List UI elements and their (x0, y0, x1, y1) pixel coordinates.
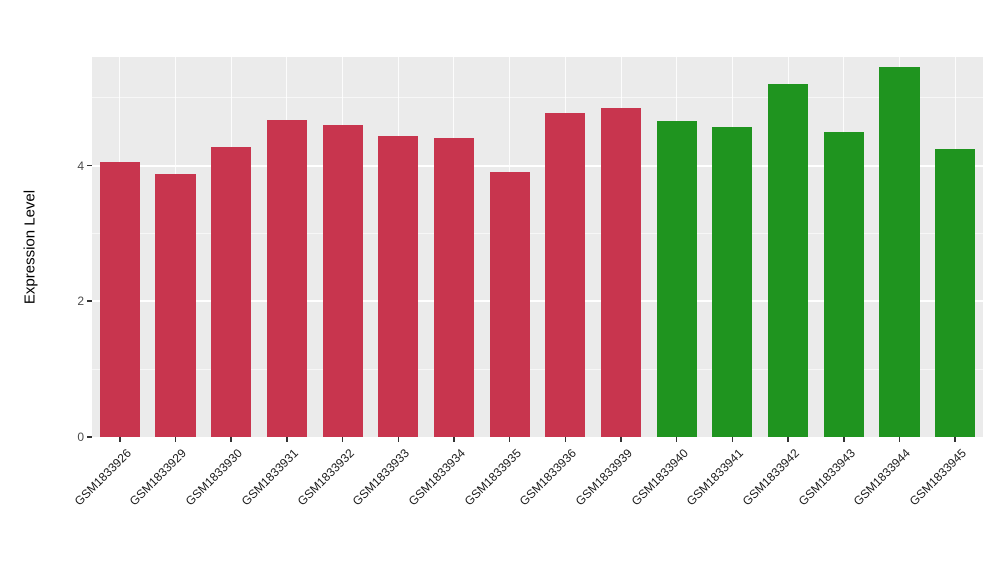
plot-panel (92, 57, 983, 437)
y-axis-title: Expression Level (21, 189, 39, 305)
bar-GSM1833939 (600, 107, 642, 437)
x-tick-label: GSM1833934 (405, 446, 468, 509)
major-gridline (92, 300, 983, 303)
bar-GSM1833940 (656, 121, 697, 437)
minor-gridline (92, 97, 983, 99)
major-gridline (92, 164, 983, 167)
x-tick-label: GSM1833944 (851, 446, 914, 509)
bar-GSM1833936 (545, 112, 586, 437)
x-tick-mark (954, 437, 956, 442)
x-tick-label: GSM1833939 (572, 446, 635, 509)
bar-GSM1833931 (266, 120, 307, 437)
bar-GSM1833935 (489, 172, 530, 437)
y-tick-label: 0 (77, 430, 84, 444)
y-tick-mark (87, 436, 92, 438)
bar-GSM1833926 (99, 162, 140, 437)
x-tick-mark (731, 437, 734, 442)
x-tick-label: GSM1833936 (516, 446, 580, 509)
bar-GSM1833945 (935, 148, 976, 437)
x-tick-label: GSM1833942 (739, 446, 802, 509)
x-tick-mark (843, 437, 845, 442)
bar-GSM1833932 (322, 124, 363, 437)
x-tick-label: GSM1833941 (684, 446, 747, 509)
x-tick-label: GSM1833930 (182, 446, 246, 509)
x-tick-mark (397, 437, 400, 442)
x-tick-mark (174, 437, 177, 442)
x-tick-label: GSM1833926 (71, 446, 134, 509)
bar-GSM1833942 (768, 84, 809, 437)
x-tick-label: GSM1833932 (294, 446, 357, 509)
x-tick-mark (675, 437, 678, 442)
x-tick-mark (620, 437, 622, 442)
x-tick-label: GSM1833929 (127, 446, 190, 509)
x-tick-label: GSM1833933 (349, 446, 413, 509)
x-tick-label: GSM1833931 (238, 446, 301, 509)
y-tick-mark (87, 300, 92, 302)
y-tick-label: 4 (77, 158, 84, 173)
bar-GSM1833941 (712, 126, 753, 437)
x-tick-mark (787, 437, 789, 442)
x-tick-label: GSM1833945 (906, 446, 970, 509)
x-tick-mark (341, 437, 344, 442)
bar-GSM1833934 (433, 138, 474, 437)
x-tick-label: GSM1833935 (461, 446, 524, 509)
x-tick-mark (453, 437, 455, 442)
minor-gridline (92, 232, 983, 234)
x-tick-mark (508, 437, 511, 442)
bar-GSM1833943 (823, 131, 864, 437)
x-tick-mark (119, 437, 121, 442)
bar-GSM1833929 (155, 174, 196, 437)
y-tick-mark (87, 164, 92, 167)
bar-GSM1833933 (378, 135, 419, 437)
x-tick-label: GSM1833940 (628, 446, 691, 509)
x-tick-mark (230, 437, 232, 442)
y-tick-label: 2 (77, 294, 84, 309)
x-tick-mark (286, 437, 288, 442)
bar-GSM1833944 (879, 67, 920, 437)
x-tick-mark (564, 437, 567, 442)
minor-gridline (92, 368, 983, 370)
x-tick-mark (898, 437, 901, 442)
bar-GSM1833930 (211, 147, 252, 437)
x-tick-label: GSM1833943 (795, 446, 858, 509)
